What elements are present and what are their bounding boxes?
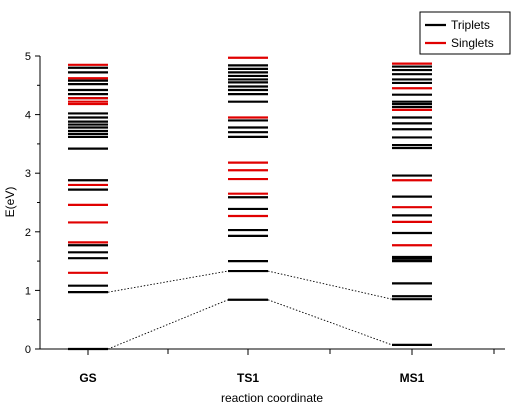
x-axis-title: reaction coordinate (221, 391, 323, 405)
connector-line (267, 270, 393, 300)
y-tick-label: 4 (25, 110, 31, 122)
legend-box (419, 11, 511, 55)
legend-label: Triplets (451, 18, 490, 32)
y-tick-label: 2 (25, 227, 31, 239)
legend-label: Singlets (451, 36, 494, 50)
connector-line (107, 299, 229, 350)
y-tick-label: 5 (25, 51, 31, 63)
axes (39, 56, 505, 350)
connector-line (267, 299, 393, 346)
y-ticks: 0 1 2 3 4 5 (25, 51, 40, 356)
category-label: MS1 (400, 371, 425, 385)
y-tick-label: 3 (25, 168, 31, 180)
x-ticks: GS TS1 MS1 (79, 349, 495, 385)
connector-line (107, 270, 229, 293)
category-label: TS1 (237, 371, 259, 385)
y-tick-label: 0 (25, 344, 31, 356)
y-axis-title: E(eV) (3, 187, 17, 218)
connector-lines (107, 270, 393, 350)
category-label: GS (79, 371, 96, 385)
energy-levels (68, 56, 432, 351)
y-tick-label: 1 (25, 285, 31, 297)
legend: Triplets Singlets (419, 11, 511, 55)
